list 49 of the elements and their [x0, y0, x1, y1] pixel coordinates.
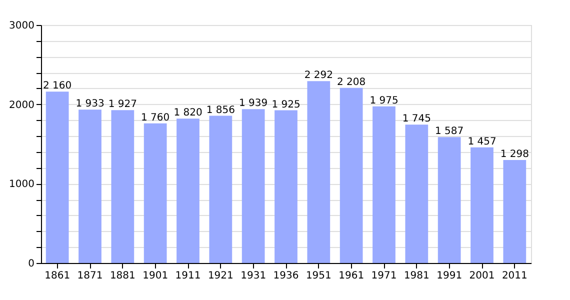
bar — [144, 123, 167, 263]
bar — [340, 88, 363, 263]
bar — [242, 109, 265, 263]
bar — [503, 160, 526, 263]
y-tick-label: 0 — [28, 258, 34, 270]
x-tick-label: 1881 — [110, 270, 136, 282]
bar — [78, 110, 102, 263]
x-tick-label: 2011 — [502, 270, 528, 282]
data-label: 1 820 — [174, 108, 202, 119]
bar — [470, 147, 494, 263]
x-tick-label: 1911 — [175, 270, 201, 282]
data-label: 1 587 — [435, 126, 464, 138]
bar — [438, 137, 461, 263]
x-tick-label: 1931 — [240, 270, 266, 282]
x-tick-label: 1961 — [338, 270, 364, 282]
bar — [209, 116, 232, 263]
bar — [307, 81, 330, 263]
x-tick-label: 1861 — [44, 270, 70, 282]
data-label: 1 298 — [500, 149, 529, 160]
bar — [274, 110, 298, 263]
data-label: 1 927 — [108, 99, 137, 110]
x-tick-label: 2001 — [469, 270, 495, 282]
bar — [372, 106, 396, 263]
data-label: 2 160 — [43, 80, 72, 92]
data-label: 1 856 — [206, 104, 235, 116]
y-tick-label: 1000 — [9, 179, 34, 190]
data-label: 1 745 — [402, 114, 431, 125]
y-tick-label: 2000 — [9, 100, 34, 111]
x-tick-label: 1936 — [273, 270, 299, 282]
x-tick-label: 1951 — [306, 270, 332, 282]
data-label: 1 939 — [239, 98, 268, 110]
x-tick-label: 1981 — [404, 270, 430, 282]
x-tick-label: 1871 — [77, 270, 103, 282]
bar — [405, 124, 428, 263]
data-label: 1 457 — [468, 136, 496, 148]
data-label: 1 933 — [76, 98, 104, 110]
x-tick-label: 1971 — [371, 270, 397, 282]
x-tick-label: 1921 — [208, 270, 234, 282]
data-label: 1 925 — [272, 99, 300, 110]
x-tick-label: 1991 — [436, 270, 462, 282]
data-label: 1 760 — [141, 112, 170, 124]
bar — [46, 92, 69, 263]
bar — [111, 110, 134, 263]
x-tick-label: 1901 — [142, 270, 168, 282]
y-tick-label: 3000 — [9, 20, 34, 32]
bar — [176, 118, 200, 263]
data-label: 2 292 — [304, 70, 333, 82]
data-label: 1 975 — [370, 95, 398, 106]
data-label: 2 208 — [337, 76, 366, 88]
